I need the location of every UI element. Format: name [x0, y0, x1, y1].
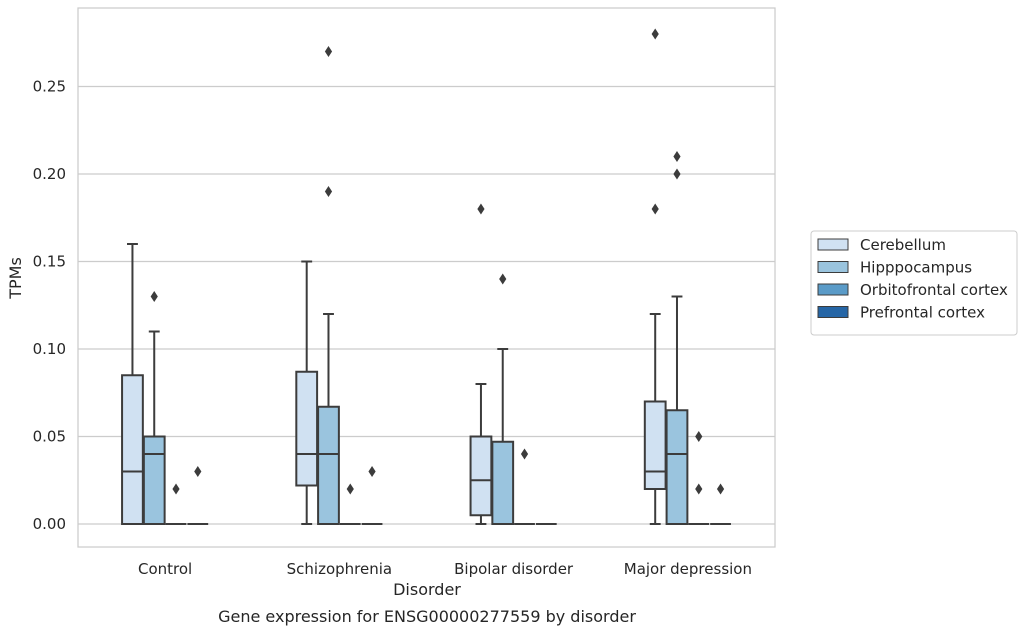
- x-tick-label: Control: [138, 560, 192, 578]
- box-body: [142, 435, 166, 525]
- y-tick-label: 0.20: [33, 165, 66, 183]
- box: [317, 46, 340, 525]
- outlier-point: [651, 28, 659, 40]
- legend-swatch: [817, 306, 849, 318]
- legend: Cerebellum Hipppocampus Orbitofrontal cort…: [810, 230, 1018, 336]
- y-tick-label: 0.05: [33, 428, 66, 446]
- box: [339, 483, 361, 525]
- box-body: [295, 370, 319, 487]
- box-body: [121, 374, 144, 525]
- box: [688, 431, 710, 525]
- outlier-point: [172, 483, 180, 495]
- outlier-point: [150, 291, 158, 302]
- box-body: [469, 435, 493, 517]
- box: [514, 448, 535, 525]
- legend-label: Orbitofrontal cortex: [860, 281, 1008, 299]
- outlier-point: [324, 46, 333, 57]
- x-tick-label: Major depression: [624, 560, 752, 578]
- outlier-point: [346, 483, 354, 495]
- box-body: [491, 440, 515, 525]
- box-body: [317, 405, 340, 525]
- outlier-point: [477, 203, 485, 215]
- legend-frame: [810, 230, 1018, 336]
- box: [142, 291, 166, 525]
- x-tick-label: Bipolar disorder: [454, 560, 574, 578]
- outlier-point: [651, 203, 659, 215]
- box-body: [643, 400, 667, 490]
- box: [295, 260, 319, 525]
- box: [361, 466, 383, 525]
- box: [121, 243, 144, 525]
- y-tick-label: 0.00: [33, 515, 66, 533]
- outlier-point: [324, 186, 333, 197]
- box: [165, 483, 187, 525]
- x-tick-labels: Control Schizophrenia Bipolar disorder Majo…: [138, 560, 752, 578]
- legend-label: Hipppocampus: [860, 259, 972, 277]
- legend-swatch: [817, 261, 849, 273]
- box: [710, 483, 731, 525]
- chart-caption: Gene expression for ENSG00000277559 by d…: [218, 607, 636, 626]
- outlier-point: [673, 168, 681, 180]
- outlier-point: [695, 431, 703, 442]
- legend-label: Prefrontal cortex: [860, 304, 985, 322]
- x-tick-label: Schizophrenia: [287, 560, 392, 578]
- plot-frame: [77, 7, 776, 548]
- box-body: [665, 409, 689, 525]
- box: [187, 466, 209, 525]
- y-tick-labels: 0.00 0.05 0.10 0.15 0.20 0.25: [33, 78, 66, 534]
- y-tick-label: 0.15: [33, 253, 66, 271]
- outlier-point: [499, 273, 507, 285]
- outlier-point: [520, 448, 529, 460]
- box: [665, 151, 689, 525]
- legend-swatch: [817, 238, 849, 251]
- y-tick-label: 0.10: [33, 340, 66, 358]
- legend-swatch: [817, 283, 849, 296]
- y-tick-label: 0.25: [33, 78, 66, 96]
- x-axis-title: Disorder: [393, 580, 461, 599]
- outlier-point: [716, 483, 725, 495]
- boxes: [121, 28, 731, 525]
- outlier-point: [695, 483, 703, 495]
- outlier-point: [673, 151, 681, 162]
- outlier-point: [368, 466, 376, 477]
- box: [491, 273, 515, 525]
- legend-label: Cerebellum: [860, 236, 946, 254]
- outlier-point: [194, 466, 202, 477]
- y-axis-title: TPMs: [6, 257, 25, 300]
